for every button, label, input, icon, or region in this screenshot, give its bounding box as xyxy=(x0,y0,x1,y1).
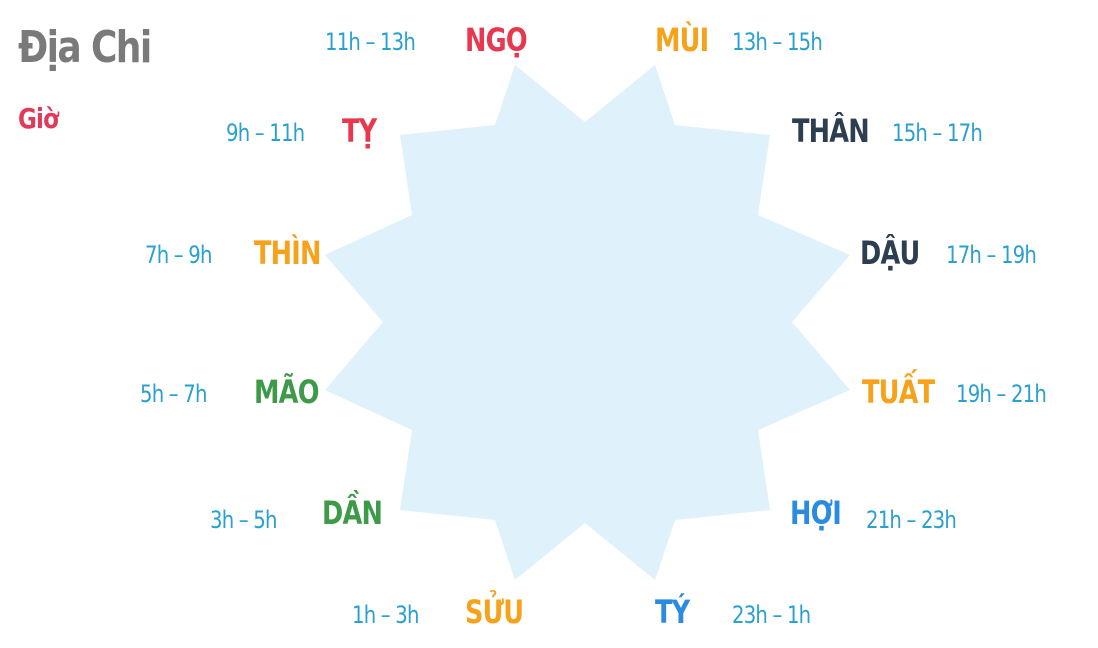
star-shape xyxy=(325,65,850,580)
time-suu: 1h – 3h xyxy=(352,601,419,629)
branch-hoi: HỢI xyxy=(790,494,842,532)
branch-dan: DẦN xyxy=(322,494,383,532)
branch-tuat: TUẤT xyxy=(862,373,935,411)
time-than: 15h – 17h xyxy=(892,119,983,147)
time-dan: 3h – 5h xyxy=(210,506,277,534)
time-dau: 17h – 19h xyxy=(946,241,1037,269)
branch-dau: DẬU xyxy=(860,234,920,272)
branch-suu: SỬU xyxy=(465,593,524,631)
time-mui: 13h – 15h xyxy=(732,28,823,56)
time-hoi: 21h – 23h xyxy=(866,506,957,534)
branch-ty-snake: TỴ xyxy=(342,112,377,150)
time-ngo: 11h – 13h xyxy=(325,28,416,56)
branch-ngo: NGỌ xyxy=(465,21,528,59)
time-thin: 7h – 9h xyxy=(145,241,212,269)
branch-ty-rat: TÝ xyxy=(655,593,690,631)
time-mao: 5h – 7h xyxy=(140,380,207,408)
branch-thin: THÌN xyxy=(254,234,321,272)
branch-mui: MÙI xyxy=(655,21,709,59)
page-subtitle: Giờ xyxy=(18,102,59,135)
time-ty-rat: 23h – 1h xyxy=(732,601,811,629)
branch-than: THÂN xyxy=(792,112,870,150)
page-title: Địa Chi xyxy=(18,22,152,73)
branch-mao: MÃO xyxy=(254,373,319,411)
time-ty-snake: 9h – 11h xyxy=(226,119,305,147)
time-tuat: 19h – 21h xyxy=(956,380,1047,408)
